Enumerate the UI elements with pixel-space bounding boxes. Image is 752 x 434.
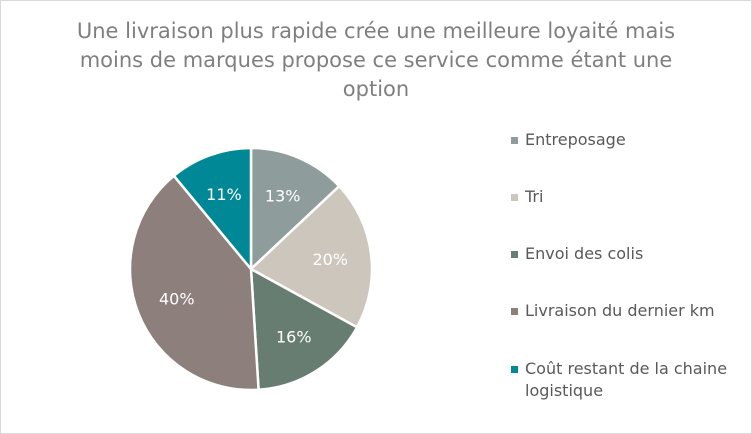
legend-item: Tri xyxy=(511,186,737,208)
legend-item: Coût restant de la chaine logistique xyxy=(511,358,737,402)
legend-swatch xyxy=(511,251,518,258)
data-label-1: 13% xyxy=(265,187,301,206)
legend-label: Entreposage xyxy=(525,130,626,149)
pie-slice-5 xyxy=(172,146,253,273)
legend-swatch xyxy=(511,137,518,144)
legend-item: Entreposage xyxy=(511,129,737,151)
legend-swatch xyxy=(511,194,518,201)
data-label-3: 16% xyxy=(276,327,312,346)
legend-label: Coût restant de la chaine logistique xyxy=(525,359,728,400)
legend-item: Envoi des colis xyxy=(511,243,737,265)
pie-slice-1 xyxy=(249,146,341,272)
pie-slice-3 xyxy=(249,266,359,392)
legend-swatch xyxy=(511,366,518,373)
pie-slice-4 xyxy=(128,174,260,392)
legend-label: Envoi des colis xyxy=(525,244,644,263)
legend-item: Livraison du dernier km xyxy=(511,300,737,322)
data-label-5: 11% xyxy=(206,185,242,204)
legend-swatch xyxy=(511,308,518,315)
data-label-2: 20% xyxy=(312,250,348,269)
data-label-4: 40% xyxy=(159,289,195,308)
legend-label: Livraison du dernier km xyxy=(525,301,715,320)
legend-label: Tri xyxy=(525,187,544,206)
chart-title: Une livraison plus rapide crée une meill… xyxy=(76,19,676,101)
pie-slice-2 xyxy=(248,184,374,329)
